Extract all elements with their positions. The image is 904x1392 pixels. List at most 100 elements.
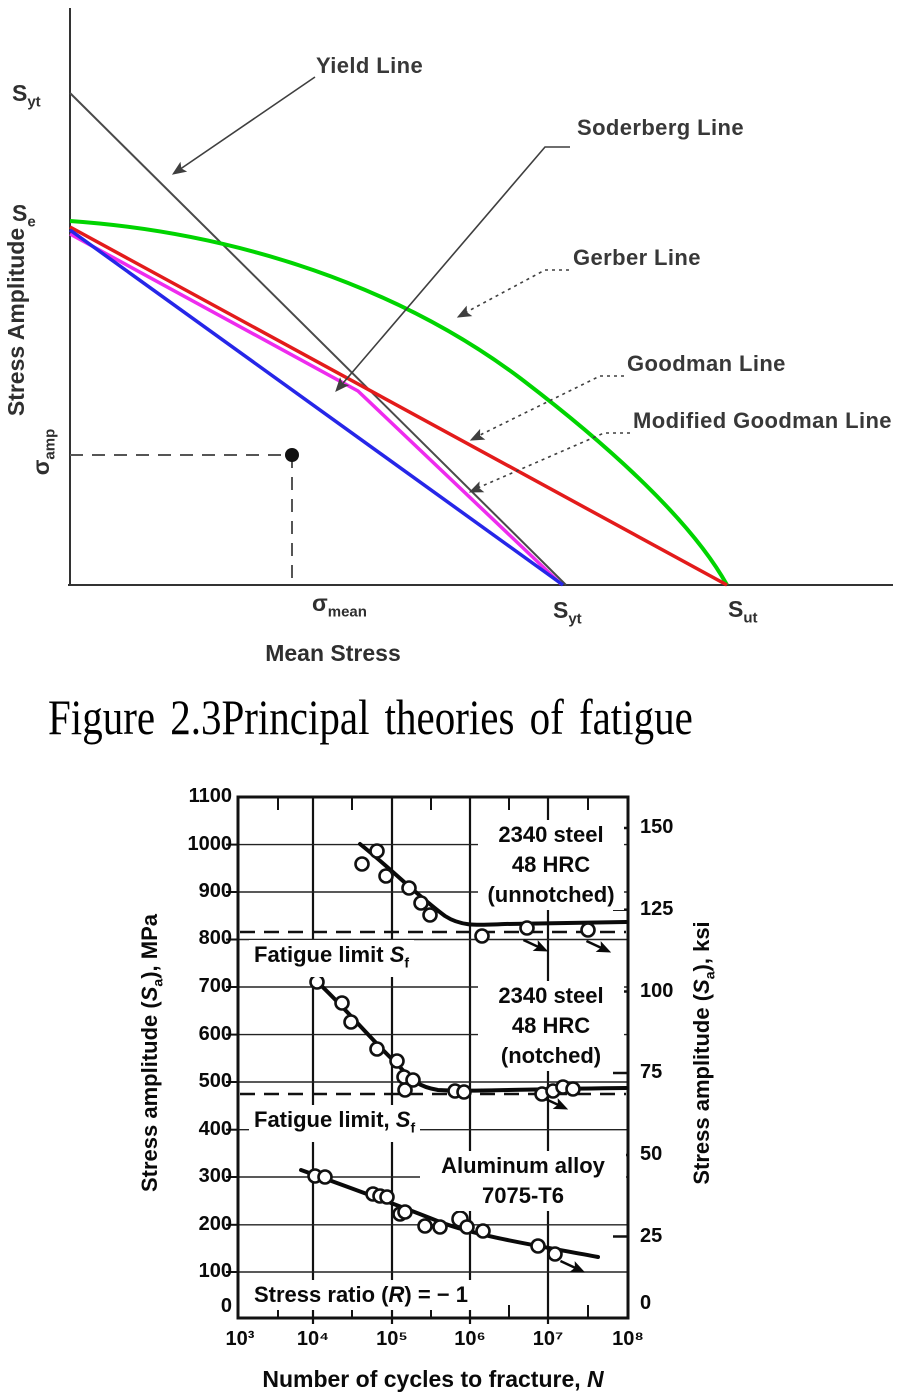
goodman-line-label: Goodman Line [627,351,786,376]
runout-arrows [522,938,612,1273]
plot-frame [236,795,630,1320]
notched-line1: 2340 steel [498,983,604,1008]
mpa-ticks-marks [226,843,238,1273]
mpa-tick-700: 700 [198,975,232,997]
mpa-title-sub: a [149,978,166,987]
mpa-tick-900: 900 [198,880,232,902]
fatigue1-sub: f [404,954,410,971]
x-tick-1e6: 10⁶ [454,1328,486,1350]
mpa-tick-600: 600 [198,1023,232,1045]
sut-x-sub: ut [743,609,758,627]
mpa-tick-500: 500 [198,1070,232,1092]
yield-line [69,92,567,586]
ksi-title-var: S [689,979,714,994]
ksi-tick-25: 25 [640,1225,663,1247]
sigma-mean-label: σmean [312,590,367,621]
mpa-tick-1000: 1000 [187,833,233,855]
ksi-tick-100: 100 [640,980,674,1002]
ksi-tick-150: 150 [640,816,674,838]
sut-x-label: Sut [728,596,758,627]
aluminum-points [307,1168,563,1262]
figure-caption: Figure 2.3Principal theories of fatigue [48,689,693,745]
sigma-mean-sub: mean [327,603,367,621]
x-tick-1e3: 10³ [225,1328,255,1350]
fatigue-limit-unnotched-label: Fatigue limit Sf [249,940,415,978]
modified-goodman-line [69,232,563,586]
notched-line2: 48 HRC [511,1013,591,1038]
cycles-axis-title: Number of cycles to fracture, N [230,1366,636,1392]
unnotched-curve [358,842,628,927]
fatigue2-pre: Fatigue limit, [254,1107,396,1132]
se-y-label: Se [12,200,36,231]
se-sub: e [27,213,36,231]
sut-x-base: S [728,596,744,622]
stress-ratio-post: ) = − 1 [404,1282,468,1307]
fatigue2-sub: f [410,1119,416,1136]
design-point-dot [285,448,299,462]
yield-line-label: Yield Line [316,53,424,78]
ksi-tick-0: 0 [640,1292,652,1314]
x-axis-title: Mean Stress [265,640,401,666]
x-tick-1e4: 10⁴ [296,1328,330,1350]
notched-line3: (notched) [500,1043,602,1068]
mpa-title-var: S [137,986,162,1002]
notched-label: 2340 steel 48 HRC (notched) [478,981,624,1071]
mpa-title-pre: Stress amplitude ( [137,1001,162,1192]
aluminum-line2: 7075-T6 [482,1183,564,1208]
ksi-axis-title: Stress amplitude (Sa), ksi [689,883,717,1223]
ksi-tick-75: 75 [640,1061,663,1083]
ksi-tick-50: 50 [640,1143,663,1165]
gerber-line-label: Gerber Line [573,245,701,270]
goodman-line [69,225,728,587]
syt-x-sub: yt [568,610,582,628]
x-tick-1e8: 10⁸ [612,1328,644,1350]
unnotched-line3: (unnotched) [487,882,615,907]
stress-ratio-pre: Stress ratio ( [254,1282,389,1307]
x-tick-1e5: 10⁵ [376,1328,408,1350]
fatigue-criteria-plot [68,8,893,587]
fatigue1-pre: Fatigue limit [254,942,390,967]
unnotched-line2: 48 HRC [511,852,591,877]
sigma-mean-base: σ [312,590,328,616]
syt-x-base: S [553,597,569,623]
mpa-axis-title: Stress amplitude (Sa), MPa [137,883,166,1223]
stress-ratio-var: R [388,1282,405,1307]
mpa-tick-0: 0 [220,1295,232,1317]
unnotched-label: 2340 steel 48 HRC (unnotched) [478,820,624,910]
mpa-tick-800: 800 [198,927,232,949]
ksi-tick-125: 125 [640,898,674,920]
yield-leader [171,76,316,175]
syt-sub: yt [27,93,41,111]
aluminum-line1: Aluminum alloy [441,1153,605,1178]
goodman-leader [469,375,624,441]
syt-y-label: Syt [12,80,41,111]
notched-points [309,974,581,1102]
cycles-title-pre: Number of cycles to fracture, [262,1366,588,1392]
fatigue1-var: S [389,942,405,967]
gerber-line [69,219,729,586]
x-tick-1e7: 10⁷ [532,1328,564,1350]
mpa-tick-400: 400 [198,1118,232,1140]
syt-x-label: Syt [553,597,582,628]
mpa-tick-300: 300 [198,1165,232,1187]
unnotched-points [354,843,596,944]
mpa-tick-100: 100 [198,1260,232,1282]
ksi-title-pre: Stress amplitude ( [689,993,714,1185]
mpa-tick-1100: 1100 [188,785,232,807]
mpa-tick-200: 200 [198,1213,232,1235]
gerber-leader [456,269,569,318]
modified-goodman-leader [468,432,630,493]
fatigue2-var: S [395,1107,411,1132]
stress-ratio-label: Stress ratio (R) = − 1 [249,1280,473,1310]
soderberg-leader [335,146,570,392]
unnotched-line1: 2340 steel [498,822,604,847]
syt-base: S [12,80,28,106]
fatigue-limit-notched-label: Fatigue limit, Sf [249,1105,421,1143]
cycles-title-var: N [587,1366,604,1392]
mpa-title-post: ), MPa [137,914,162,979]
se-base: S [12,200,28,226]
soderberg-line-label: Soderberg Line [577,115,744,140]
ksi-title-post: ), ksi [689,921,714,972]
